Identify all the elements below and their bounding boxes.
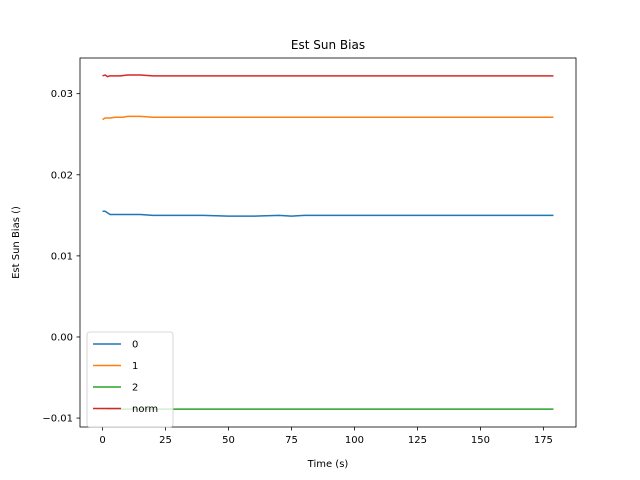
series-layer [102, 74, 554, 410]
x-tick-label: 50 [222, 435, 235, 446]
series-line-norm [102, 74, 554, 78]
legend-box [86, 331, 174, 428]
x-tick-label: 125 [408, 435, 427, 446]
x-tick-label: 150 [471, 435, 490, 446]
x-tick-label: 0 [99, 435, 105, 446]
series-line-1 [102, 115, 554, 121]
y-tick-label: 0.01 [51, 251, 73, 262]
legend-label: 0 [132, 340, 138, 351]
x-axis-label: Time (s) [307, 459, 349, 470]
y-tick-label: 0.02 [51, 170, 73, 181]
y-tick-label: 0.03 [51, 89, 73, 100]
plot-frame [79, 57, 577, 428]
legend-label: 2 [132, 383, 138, 394]
x-axis: 0 25 50 75 100 125 150 175 [99, 427, 553, 446]
y-axis-label: Est Sun Bias () [11, 206, 22, 279]
y-axis: −0.01 0.00 0.01 0.02 0.03 [42, 89, 80, 425]
legend-label: 1 [132, 361, 138, 372]
x-tick-label: 25 [159, 435, 172, 446]
x-tick-label: 75 [285, 435, 298, 446]
y-tick-label: 0.00 [51, 332, 73, 343]
x-tick-label: 100 [345, 435, 364, 446]
y-tick-label: −0.01 [42, 414, 73, 425]
x-tick-label: 175 [534, 435, 553, 446]
chart-title: Est Sun Bias [291, 38, 365, 52]
series-line-0 [102, 210, 554, 217]
legend-label: norm [132, 404, 158, 415]
legend: 0 1 2 norm [86, 331, 174, 428]
